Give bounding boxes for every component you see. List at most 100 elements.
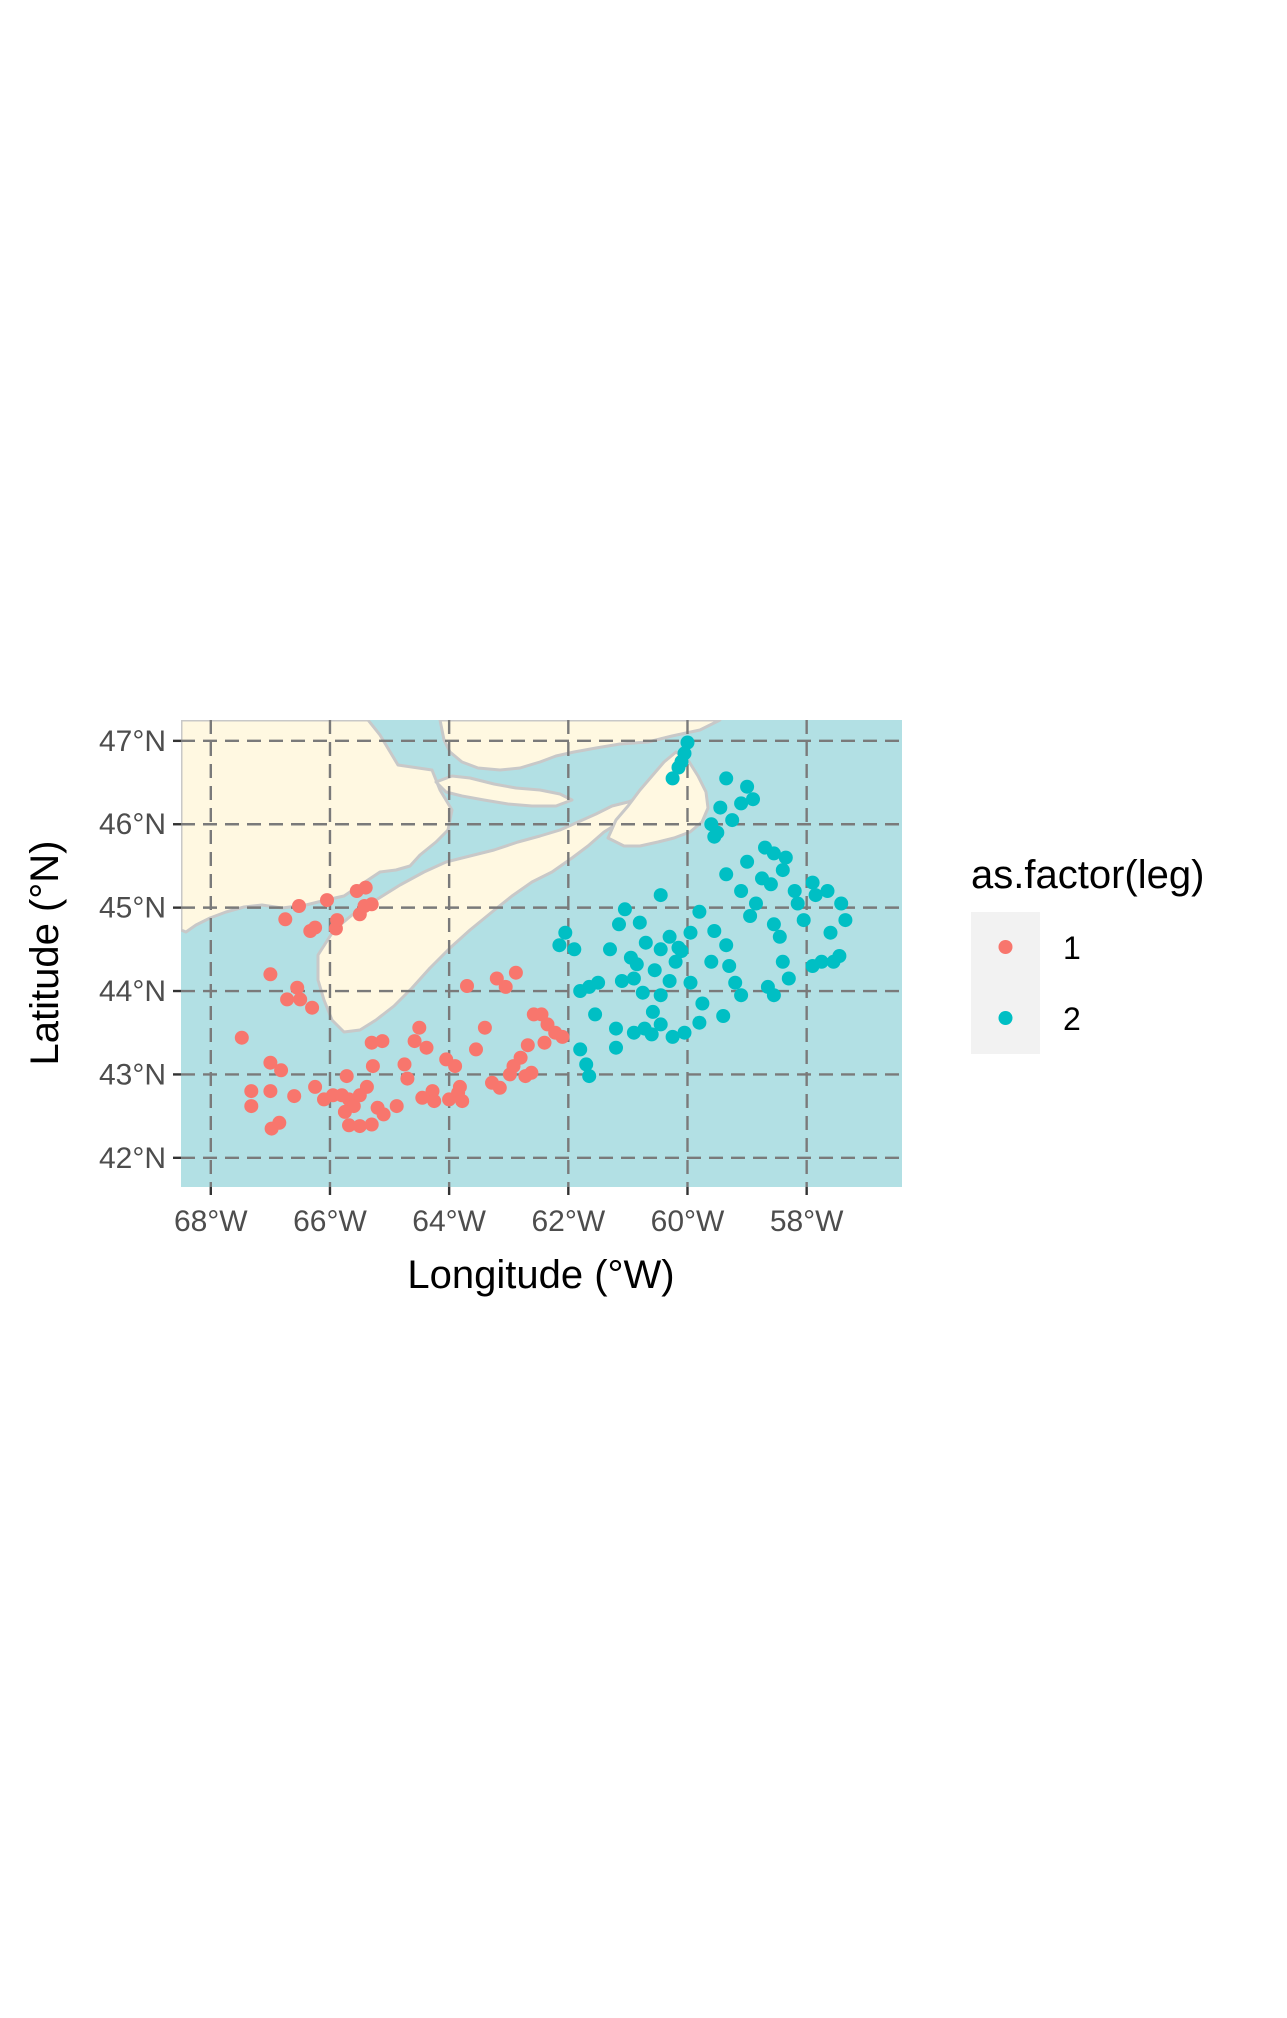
data-point-leg-2 bbox=[626, 971, 641, 986]
data-point-leg-2 bbox=[734, 884, 749, 898]
pei-landmass bbox=[434, 774, 574, 808]
data-point-leg-2 bbox=[713, 800, 728, 815]
data-point-leg-2 bbox=[558, 925, 573, 940]
x-axis-title: Longitude (°W) bbox=[407, 1253, 674, 1297]
y-axis-title: Latitude (°N) bbox=[23, 841, 67, 1066]
data-point-leg-1 bbox=[518, 1069, 533, 1084]
data-point-leg-1 bbox=[375, 1034, 390, 1049]
data-point-leg-2 bbox=[832, 949, 847, 963]
data-point-leg-1 bbox=[287, 1089, 302, 1104]
data-point-leg-2 bbox=[644, 1027, 659, 1042]
data-point-leg-1 bbox=[397, 1057, 412, 1072]
data-point-leg-2 bbox=[834, 896, 849, 911]
data-point-leg-2 bbox=[725, 813, 740, 828]
x-tick-label: 64°W bbox=[412, 1205, 486, 1238]
data-point-leg-1 bbox=[452, 1079, 467, 1094]
y-tick-label: 46°N bbox=[99, 808, 166, 841]
data-point-leg-1 bbox=[293, 992, 308, 1007]
legend-key-1 bbox=[998, 940, 1013, 954]
data-point-leg-2 bbox=[734, 988, 749, 1003]
data-point-leg-2 bbox=[653, 942, 668, 957]
data-point-leg-2 bbox=[635, 985, 650, 1000]
gaspe-landmass bbox=[438, 720, 722, 772]
data-point-leg-2 bbox=[781, 971, 796, 986]
data-point-leg-2 bbox=[653, 888, 668, 903]
data-point-leg-2 bbox=[722, 959, 737, 973]
data-point-leg-1 bbox=[358, 880, 373, 895]
legend-key-background bbox=[971, 912, 1040, 1054]
data-point-leg-2 bbox=[719, 938, 734, 953]
data-point-leg-1 bbox=[376, 1107, 391, 1122]
data-point-leg-1 bbox=[415, 1090, 430, 1105]
data-point-leg-2 bbox=[823, 925, 838, 940]
legend-label-2: 2 bbox=[1063, 1001, 1081, 1037]
data-point-leg-2 bbox=[573, 1042, 588, 1057]
x-tick-label: 60°W bbox=[651, 1205, 725, 1238]
data-point-leg-1 bbox=[292, 899, 306, 913]
data-point-leg-2 bbox=[763, 877, 778, 892]
data-point-leg-2 bbox=[617, 902, 632, 917]
data-point-leg-1 bbox=[244, 1084, 259, 1099]
data-point-leg-1 bbox=[359, 1079, 374, 1094]
x-tick-label: 62°W bbox=[531, 1205, 605, 1238]
data-point-leg-1 bbox=[520, 1038, 535, 1053]
x-tick-label: 68°W bbox=[174, 1205, 248, 1238]
data-point-leg-2 bbox=[740, 854, 755, 869]
data-point-leg-2 bbox=[671, 760, 686, 775]
data-point-leg-1 bbox=[469, 1042, 483, 1057]
data-point-leg-1 bbox=[364, 897, 379, 912]
data-point-leg-2 bbox=[719, 771, 734, 786]
data-point-leg-1 bbox=[305, 1000, 320, 1015]
data-point-leg-2 bbox=[743, 909, 758, 923]
mainland-landmass bbox=[181, 720, 454, 934]
data-point-leg-1 bbox=[489, 971, 504, 986]
data-point-leg-1 bbox=[337, 1104, 352, 1119]
data-point-leg-2 bbox=[579, 1057, 594, 1072]
data-point-leg-1 bbox=[400, 1071, 415, 1086]
data-point-leg-1 bbox=[419, 1040, 434, 1055]
data-point-leg-2 bbox=[612, 917, 626, 932]
data-point-leg-2 bbox=[591, 975, 606, 990]
data-point-leg-2 bbox=[796, 913, 811, 928]
data-point-leg-1 bbox=[244, 1099, 259, 1114]
data-point-leg-1 bbox=[320, 893, 334, 908]
legend-title: as.factor(leg) bbox=[971, 853, 1204, 897]
data-point-leg-2 bbox=[609, 1040, 623, 1055]
data-point-leg-2 bbox=[647, 963, 662, 978]
data-point-leg-1 bbox=[492, 1080, 507, 1095]
data-point-leg-1 bbox=[513, 1050, 528, 1065]
data-point-leg-2 bbox=[692, 1015, 707, 1030]
data-point-leg-2 bbox=[582, 1069, 597, 1084]
x-tick-label: 66°W bbox=[293, 1205, 367, 1238]
data-point-leg-2 bbox=[808, 888, 823, 903]
data-point-leg-1 bbox=[389, 1099, 404, 1114]
data-point-leg-2 bbox=[734, 796, 749, 811]
y-tick-label: 44°N bbox=[99, 975, 166, 1008]
x-axis-ticks: 68°W 66°W 64°W 62°W 60°W 58°W bbox=[174, 1187, 844, 1238]
data-point-leg-2 bbox=[668, 954, 683, 969]
survey-points bbox=[234, 735, 853, 1136]
data-point-leg-1 bbox=[442, 1092, 457, 1107]
data-point-leg-1 bbox=[537, 1035, 552, 1050]
data-point-leg-2 bbox=[790, 896, 805, 911]
data-point-leg-2 bbox=[677, 1025, 692, 1040]
data-point-leg-2 bbox=[662, 929, 677, 944]
data-point-leg-2 bbox=[766, 988, 781, 1003]
data-point-leg-2 bbox=[704, 954, 719, 969]
data-point-leg-2 bbox=[692, 904, 707, 919]
data-point-leg-1 bbox=[448, 1059, 463, 1074]
data-point-leg-1 bbox=[477, 1020, 492, 1035]
data-point-leg-2 bbox=[728, 975, 743, 990]
y-tick-label: 45°N bbox=[99, 892, 166, 925]
data-point-leg-1 bbox=[412, 1020, 427, 1035]
data-point-leg-1 bbox=[234, 1030, 249, 1045]
data-point-leg-2 bbox=[552, 938, 567, 953]
data-point-leg-1 bbox=[342, 1118, 356, 1133]
data-point-leg-1 bbox=[555, 1029, 570, 1044]
data-point-leg-1 bbox=[278, 912, 293, 927]
legend: as.factor(leg) 1 2 bbox=[971, 853, 1204, 1054]
y-tick-label: 42°N bbox=[99, 1142, 166, 1175]
x-tick-label: 58°W bbox=[770, 1205, 844, 1238]
data-point-leg-2 bbox=[653, 988, 668, 1003]
